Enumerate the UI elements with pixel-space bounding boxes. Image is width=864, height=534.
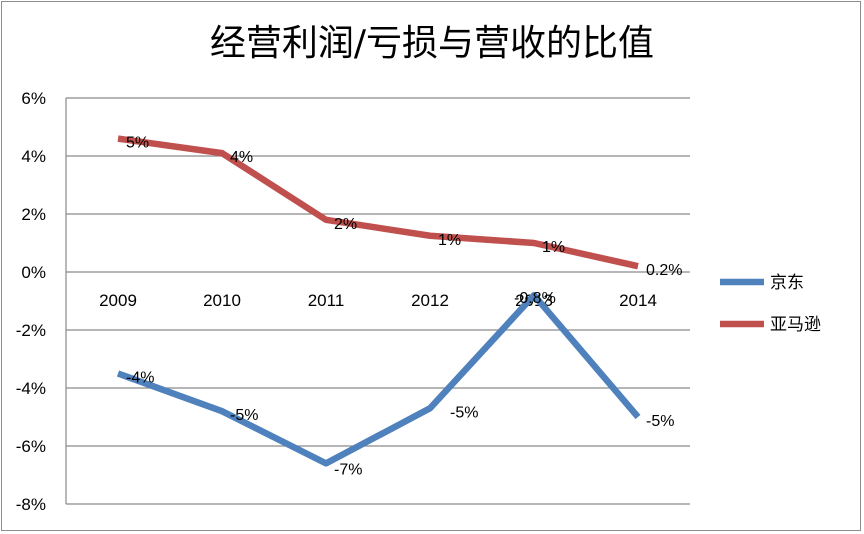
- data-label: -5%: [646, 413, 674, 430]
- y-tick-label: -4%: [16, 379, 46, 398]
- data-label: 1%: [542, 239, 565, 256]
- series-line-jd: [116, 291, 641, 467]
- y-tick-label: -8%: [16, 495, 46, 514]
- y-tick-label: -6%: [16, 437, 46, 456]
- y-tick-label: 0%: [21, 263, 46, 282]
- y-tick-label: -2%: [16, 321, 46, 340]
- legend-label: 亚马逊: [770, 315, 821, 335]
- y-tick-label: 6%: [21, 89, 46, 108]
- data-label: -0.8%: [514, 290, 556, 307]
- data-labels: -4% -5% -7% -5% -0.8% -5% 5% 4% 2% 1% 1% 0.2%: [126, 135, 682, 479]
- data-label: 2%: [334, 216, 357, 233]
- x-tick-label: 2014: [619, 291, 657, 310]
- legend-label: 京东: [770, 273, 804, 293]
- y-axis-tick-labels: 6% 4% 2% 0% -2% -4% -6% -8%: [16, 89, 46, 514]
- data-label: 5%: [126, 135, 149, 152]
- series-lines: [116, 135, 641, 467]
- data-label: -7%: [334, 461, 362, 478]
- x-axis-tick-labels: 2009 2010 2011 2012 2013 2014: [99, 291, 657, 310]
- data-label: 1%: [438, 232, 461, 249]
- x-tick-label: 2009: [99, 291, 137, 310]
- series-line-amazon: [117, 135, 639, 270]
- y-tick-label: 2%: [21, 205, 46, 224]
- data-label: 4%: [230, 149, 253, 166]
- data-label: -5%: [230, 407, 258, 424]
- gridlines: [65, 97, 690, 505]
- y-tick-label: 4%: [21, 147, 46, 166]
- x-tick-label: 2011: [308, 291, 345, 310]
- data-label: 0.2%: [646, 262, 682, 279]
- data-label: -5%: [450, 404, 478, 421]
- data-label: -4%: [126, 370, 154, 387]
- x-tick-label: 2012: [411, 291, 449, 310]
- chart-title: 经营利润/亏损与营收的比值: [209, 23, 655, 64]
- x-tick-label: 2010: [203, 291, 241, 310]
